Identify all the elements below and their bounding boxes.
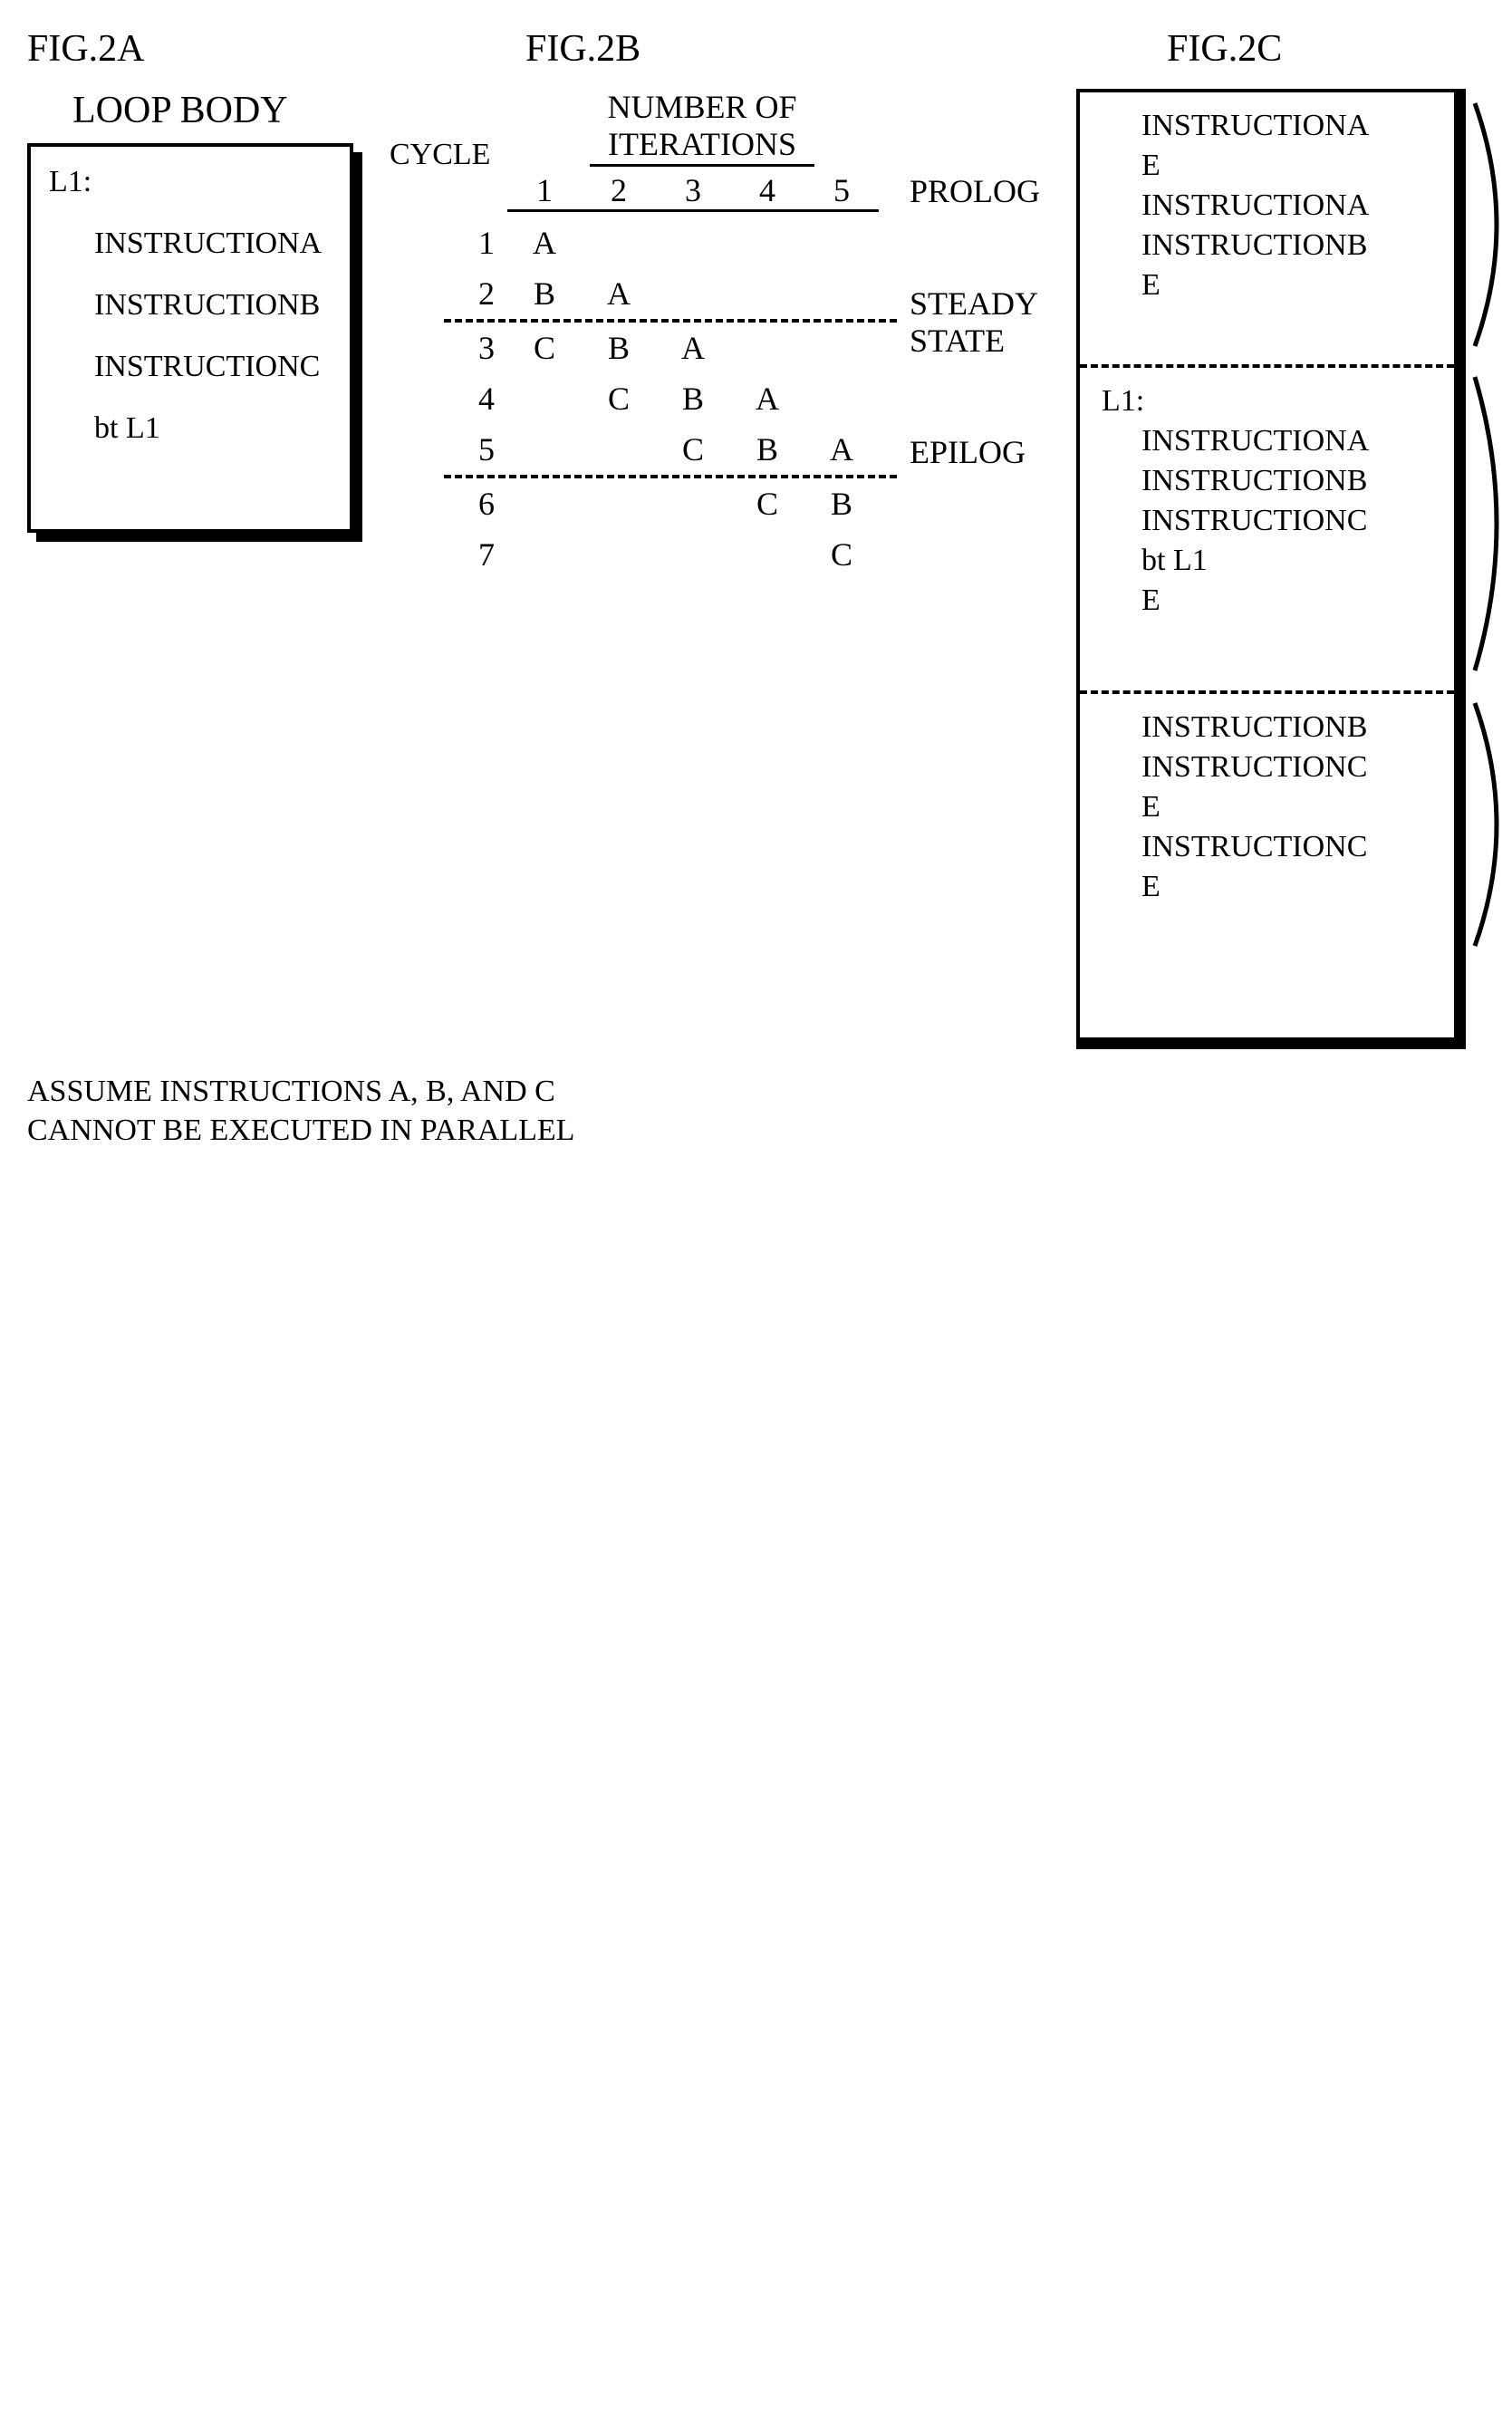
code-section: L1: INSTRUCTIONA INSTRUCTIONB INSTRUCTIONC b…: [1080, 368, 1454, 690]
iter-header-top: NUMBER OF: [507, 89, 897, 126]
instruction-line: INSTRUCTIONC: [1141, 504, 1436, 538]
arc-block: PROLOG: [1471, 89, 1512, 361]
iteration-cell: C: [730, 485, 804, 523]
iter-4: 4: [730, 171, 804, 212]
loop-body-content: L1: INSTRUCTIONA INSTRUCTIONB INSTRUCTIO…: [27, 143, 353, 533]
brace-arc-icon: [1471, 698, 1512, 951]
loop-label: L1:: [49, 165, 332, 199]
section-label: L1:: [1102, 384, 1436, 419]
caption-line2: CANNOT BE EXECUTED IN PARALLEL: [27, 1112, 1485, 1151]
brace-arc-icon: [1471, 371, 1512, 676]
brace-arc-icon: [1471, 98, 1512, 352]
phase-label: PROLOG: [910, 173, 1040, 210]
fig2b-phase-labels: PROLOG STEADYSTATE EPILOG: [910, 89, 1040, 580]
instruction-line: INSTRUCTIONC: [1141, 750, 1436, 785]
fig2c-body: INSTRUCTIONAEINSTRUCTIONAINSTRUCTIONBEL1…: [1076, 89, 1512, 1049]
loop-body-box: L1: INSTRUCTIONA INSTRUCTIONB INSTRUCTIO…: [27, 143, 353, 533]
iteration-cell: B: [730, 430, 804, 468]
iteration-cell: A: [582, 275, 656, 313]
instruction-line: INSTRUCTIONA: [1141, 188, 1436, 223]
phase-block: STEADYSTATE: [910, 245, 1040, 400]
table-row: 4 CBA: [390, 373, 897, 424]
fig2b-title: FIG.2B: [525, 27, 1040, 71]
iter-3: 3: [656, 171, 730, 212]
cycle-cell: 4: [390, 380, 507, 418]
iteration-cell: C: [656, 430, 730, 468]
cycle-cell: 5: [390, 430, 507, 468]
fig2b-table: CYCLE NUMBER OF ITERATIONS 1 2 3 4 5 1A2…: [390, 89, 897, 580]
instruction-line: E: [1141, 870, 1436, 904]
instruction-line: E: [1141, 790, 1436, 824]
instruction-line: INSTRUCTIONB: [1141, 228, 1436, 263]
instruction-line: E: [1141, 268, 1436, 303]
arc-block: EPILOG: [1471, 687, 1512, 962]
iteration-cell: B: [656, 380, 730, 418]
instruction-line: INSTRUCTIONA: [1141, 424, 1436, 458]
fig2c-box: INSTRUCTIONAEINSTRUCTIONAINSTRUCTIONBEL1…: [1076, 89, 1466, 1049]
table-row: 7C: [390, 529, 897, 580]
iter-header: CYCLE NUMBER OF ITERATIONS: [507, 89, 897, 167]
instruction-line: E: [1141, 149, 1436, 183]
iteration-cell: C: [804, 535, 879, 574]
fig-2b-column: FIG.2B CYCLE NUMBER OF ITERATIONS 1 2 3 …: [390, 27, 1040, 580]
cycle-cell: 6: [390, 485, 507, 523]
fig2c-title: FIG.2C: [1167, 27, 1512, 71]
iteration-cell: A: [730, 380, 804, 418]
iter-2: 2: [582, 171, 656, 212]
fig-2a-column: FIG.2A LOOP BODY L1: INSTRUCTIONA INSTRU…: [27, 27, 353, 533]
cycle-label: CYCLE: [390, 137, 490, 172]
phase-block: PROLOG: [910, 140, 1040, 245]
table-row: 2BA: [390, 268, 897, 319]
fig2c-arcs-column: PROLOGSTEADYSTATEEPILOG: [1471, 89, 1512, 1049]
code-section: INSTRUCTIONA E INSTRUCTIONA INSTRUCTIONB E: [1080, 92, 1454, 364]
iter-5: 5: [804, 171, 879, 212]
cycle-cell: 2: [390, 275, 507, 313]
fig2b-body: CYCLE NUMBER OF ITERATIONS 1 2 3 4 5 1A2…: [390, 89, 1040, 580]
instruction-line: INSTRUCTIONA: [1141, 109, 1436, 143]
fig2a-title: FIG.2A: [27, 27, 353, 71]
iteration-cell: B: [507, 275, 582, 313]
instruction-line: INSTRUCTIONB: [1141, 710, 1436, 745]
iter-header-bottom: ITERATIONS: [590, 126, 814, 166]
iteration-cell: C: [582, 380, 656, 418]
phase-label: STEADYSTATE: [910, 285, 1038, 361]
iter-numbers-row: 1 2 3 4 5: [390, 167, 897, 217]
iteration-cell: B: [582, 329, 656, 367]
cycle-cell: 1: [390, 224, 507, 262]
iteration-cell: A: [804, 430, 879, 468]
fig-2c-column: FIG.2C INSTRUCTIONAEINSTRUCTIONAINSTRUCT…: [1076, 27, 1512, 1049]
instruction-a: INSTRUCTIONA: [94, 227, 332, 261]
phase-block: EPILOG: [910, 400, 1040, 506]
iteration-cell: B: [804, 485, 879, 523]
cycle-cell: 3: [390, 329, 507, 367]
instruction-line: bt L1: [1141, 544, 1436, 578]
table-row: 6 CB: [390, 478, 897, 529]
cycle-cell: 7: [390, 535, 507, 574]
table-row: 5 CBA: [390, 424, 897, 475]
instruction-b: INSTRUCTIONB: [94, 288, 332, 323]
code-section: INSTRUCTIONB INSTRUCTIONC E INSTRUCTIONC E: [1080, 694, 1454, 966]
iter-1: 1: [507, 171, 582, 212]
caption-line1: ASSUME INSTRUCTIONS A, B, AND C: [27, 1073, 1485, 1112]
instruction-branch: bt L1: [94, 411, 332, 446]
instruction-line: INSTRUCTIONC: [1141, 830, 1436, 864]
table-row: 3CBA: [390, 323, 897, 373]
fig2c-box-content: INSTRUCTIONAEINSTRUCTIONAINSTRUCTIONBEL1…: [1076, 89, 1466, 1049]
iteration-cell: A: [656, 329, 730, 367]
figure-row: FIG.2A LOOP BODY L1: INSTRUCTIONA INSTRU…: [27, 27, 1485, 1049]
phase-label: EPILOG: [910, 434, 1026, 471]
instruction-c: INSTRUCTIONC: [94, 350, 332, 384]
table-row: 1A: [390, 217, 897, 268]
iteration-cell: A: [507, 224, 582, 262]
instruction-line: INSTRUCTIONB: [1141, 464, 1436, 498]
table-rows-container: 1A2BA3CBA4CBA5CBA6CB7C: [390, 217, 897, 580]
iteration-cell: C: [507, 329, 582, 367]
arc-block: STEADYSTATE: [1471, 361, 1512, 687]
instruction-line: E: [1141, 583, 1436, 618]
assumption-caption: ASSUME INSTRUCTIONS A, B, AND C CANNOT B…: [27, 1073, 1485, 1150]
loop-body-title: LOOP BODY: [72, 89, 353, 132]
